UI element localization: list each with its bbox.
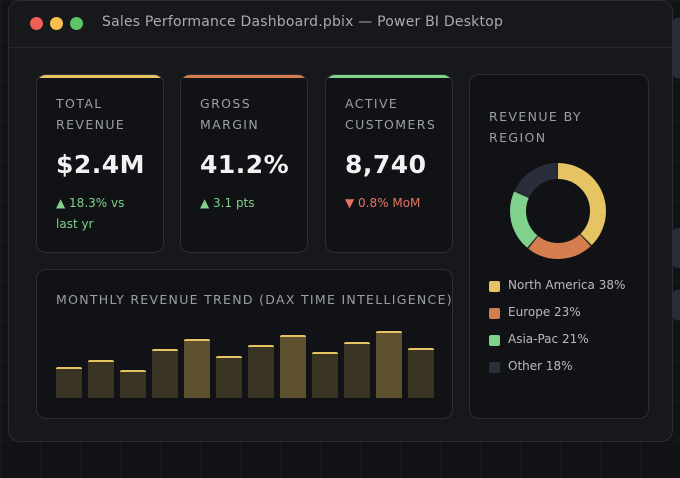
trend-bar[interactable] <box>88 359 114 398</box>
trend-bar-chart <box>56 328 434 398</box>
monthly-revenue-trend-card[interactable]: MONTHLY REVENUE TREND (DAX TIME INTELLIG… <box>36 269 453 419</box>
legend-label: Europe 23% <box>508 305 581 319</box>
trend-bar[interactable] <box>248 344 274 398</box>
legend-swatch <box>489 308 500 319</box>
legend-swatch <box>489 362 500 373</box>
side-panel-tab-top[interactable] <box>673 18 680 78</box>
kpi-delta: ▲ 3.1 pts <box>200 196 255 210</box>
kpi-label: TOTAL REVENUE <box>56 96 126 132</box>
legend-label: North America 38% <box>508 278 626 292</box>
region-chart-title: REVENUE BY REGION <box>489 109 582 145</box>
trend-bar[interactable] <box>216 356 242 398</box>
kpi-value: $2.4M <box>56 150 146 179</box>
kpi-label: ACTIVE CUSTOMERS <box>345 96 437 132</box>
trend-bar[interactable] <box>152 349 178 398</box>
minimize-window-button[interactable] <box>50 17 63 30</box>
kpi-card-active-customers[interactable]: ACTIVE CUSTOMERS 8,740 ▼ 0.8% MoM <box>325 74 453 253</box>
side-panel-tab-bottom[interactable] <box>673 290 680 320</box>
trend-bar[interactable] <box>344 342 370 398</box>
title-bar: Sales Performance Dashboard.pbix — Power… <box>9 1 672 48</box>
donut-slice-asia-pac[interactable] <box>510 163 606 259</box>
kpi-label: GROSS MARGIN <box>200 96 260 132</box>
trend-bar[interactable] <box>408 347 434 398</box>
side-panel-tab-middle[interactable] <box>673 228 680 268</box>
revenue-by-region-card[interactable]: REVENUE BY REGION North America 38% Euro… <box>469 74 649 419</box>
app-window: Sales Performance Dashboard.pbix — Power… <box>8 0 673 442</box>
kpi-card-gross-margin[interactable]: GROSS MARGIN 41.2% ▲ 3.1 pts <box>180 74 308 253</box>
kpi-accent-bar <box>181 75 307 78</box>
trend-chart-title: MONTHLY REVENUE TREND (DAX TIME INTELLIG… <box>56 292 453 307</box>
maximize-window-button[interactable] <box>70 17 83 30</box>
donut-slice-north-america[interactable] <box>510 163 606 259</box>
trend-bar[interactable] <box>280 334 306 398</box>
kpi-delta: ▲ 18.3% vs last yr <box>56 196 125 231</box>
trend-bar[interactable] <box>120 370 146 398</box>
donut-slice-europe[interactable] <box>510 163 606 259</box>
region-donut-chart <box>510 163 606 259</box>
trend-bar[interactable] <box>376 330 402 398</box>
legend-swatch <box>489 281 500 292</box>
kpi-accent-bar <box>37 75 163 78</box>
kpi-accent-bar <box>326 75 452 78</box>
window-title: Sales Performance Dashboard.pbix — Power… <box>102 14 504 30</box>
legend-swatch <box>489 335 500 346</box>
kpi-value: 8,740 <box>345 150 427 179</box>
kpi-delta: ▼ 0.8% MoM <box>345 196 421 210</box>
trend-bar[interactable] <box>312 352 338 398</box>
legend-label: Asia-Pac 21% <box>508 332 589 346</box>
close-window-button[interactable] <box>30 17 43 30</box>
legend-label: Other 18% <box>508 359 573 373</box>
kpi-card-total-revenue[interactable]: TOTAL REVENUE $2.4M ▲ 18.3% vs last yr <box>36 74 164 253</box>
trend-bar[interactable] <box>56 367 82 398</box>
kpi-value: 41.2% <box>200 150 290 179</box>
trend-bar[interactable] <box>184 339 210 398</box>
